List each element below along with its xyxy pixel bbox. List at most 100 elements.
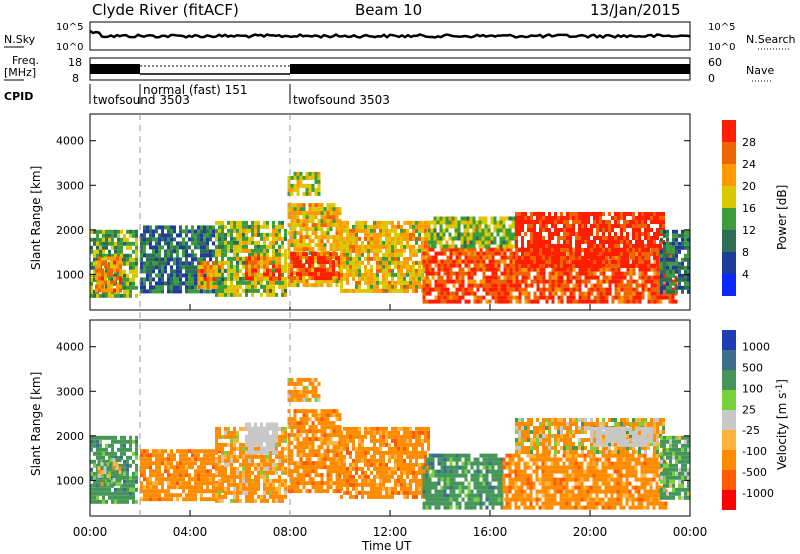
echo-cell	[329, 203, 333, 208]
echo-cell	[397, 288, 400, 293]
echo-cell	[675, 253, 678, 258]
echo-cell	[451, 220, 455, 225]
echo-cell	[179, 265, 182, 270]
echo-cell	[140, 281, 143, 286]
echo-cell	[167, 233, 170, 238]
echo-cell	[681, 237, 684, 242]
echo-cell	[242, 462, 245, 467]
echo-cell	[206, 477, 209, 482]
echo-cell	[638, 291, 642, 296]
echo-cell	[632, 279, 636, 284]
echo-cell	[206, 241, 209, 246]
echo-cell	[476, 267, 480, 272]
echo-cell	[272, 486, 275, 491]
echo-cell	[391, 236, 394, 241]
echo-cell	[107, 264, 110, 269]
echo-cell	[314, 283, 318, 288]
echo-cell	[551, 236, 554, 240]
echo-cell	[135, 499, 138, 504]
echo-cell	[284, 430, 287, 435]
echo-cell	[158, 469, 161, 474]
echo-cell	[242, 478, 245, 483]
echo-cell	[263, 462, 266, 467]
echo-cell	[506, 279, 510, 284]
echo-cell	[572, 220, 575, 224]
echo-cell	[681, 277, 684, 282]
echo-cell	[611, 216, 614, 220]
echo-cell	[638, 232, 641, 236]
echo-cell	[99, 491, 102, 496]
echo-cell	[308, 272, 311, 277]
echo-cell	[463, 216, 467, 221]
echo-cell	[394, 244, 397, 249]
echo-cell	[112, 470, 116, 475]
echo-cell	[611, 244, 614, 248]
echo-cell	[203, 265, 207, 269]
echo-cell	[135, 253, 138, 258]
echo-cell	[376, 220, 379, 225]
echo-cell	[361, 240, 364, 245]
echo-cell	[482, 295, 486, 300]
echo-cell	[617, 248, 620, 252]
echo-cell	[469, 236, 473, 241]
echo-cell	[478, 220, 482, 225]
echo-cell	[206, 249, 209, 254]
echo-cell	[355, 280, 358, 285]
echo-cell	[227, 486, 230, 491]
echo-cell	[155, 245, 158, 250]
echo-cell	[129, 257, 132, 262]
echo-cell	[287, 223, 291, 228]
echo-cell	[206, 489, 209, 494]
echo-cell	[329, 268, 332, 273]
echo-cell	[179, 461, 182, 466]
echo-cell	[672, 233, 675, 238]
echo-cell	[218, 292, 221, 297]
echo-cell	[329, 235, 333, 240]
echo-cell	[503, 291, 507, 296]
echo-cell	[536, 240, 539, 244]
echo-cell	[146, 225, 149, 230]
echo-cell	[290, 264, 293, 269]
echo-cell	[254, 486, 257, 491]
echo-cell	[644, 224, 647, 228]
echo-cell	[293, 219, 297, 224]
echo-cell	[90, 443, 93, 448]
echo-cell	[376, 276, 379, 281]
echo-cell	[287, 279, 291, 284]
echo-cell	[479, 295, 483, 300]
echo-cell	[224, 466, 227, 471]
echo-cell	[260, 252, 263, 257]
echo-cell	[566, 224, 569, 228]
echo-cell	[197, 285, 201, 289]
echo-cell	[317, 235, 321, 240]
echo-cell	[90, 471, 93, 476]
echo-cell	[367, 240, 370, 245]
echo-cell	[511, 220, 515, 225]
echo-cell	[587, 299, 591, 304]
echo-cell	[335, 259, 339, 264]
echo-cell	[99, 479, 102, 484]
echo-cell	[632, 264, 635, 268]
echo-cell	[409, 248, 412, 253]
echo-cell	[548, 260, 551, 264]
echo-cell	[179, 277, 182, 282]
echo-cell	[671, 295, 675, 300]
echo-cell	[533, 248, 536, 252]
echo-cell	[596, 260, 599, 264]
echo-cell	[236, 264, 239, 269]
echo-cell	[608, 260, 611, 264]
echo-cell	[299, 252, 302, 257]
echo-cell	[275, 252, 278, 257]
echo-cell	[626, 236, 629, 240]
echo-cell	[263, 220, 266, 225]
echo-cell	[494, 259, 498, 264]
echo-cell	[635, 248, 638, 252]
echo-cell	[614, 260, 617, 264]
echo-cell	[632, 252, 635, 256]
echo-cell	[287, 263, 291, 268]
echo-cell	[206, 461, 209, 466]
echo-cell	[326, 223, 330, 228]
echo-cell	[99, 499, 102, 504]
echo-cell	[254, 256, 257, 261]
echo-cell	[308, 243, 312, 248]
